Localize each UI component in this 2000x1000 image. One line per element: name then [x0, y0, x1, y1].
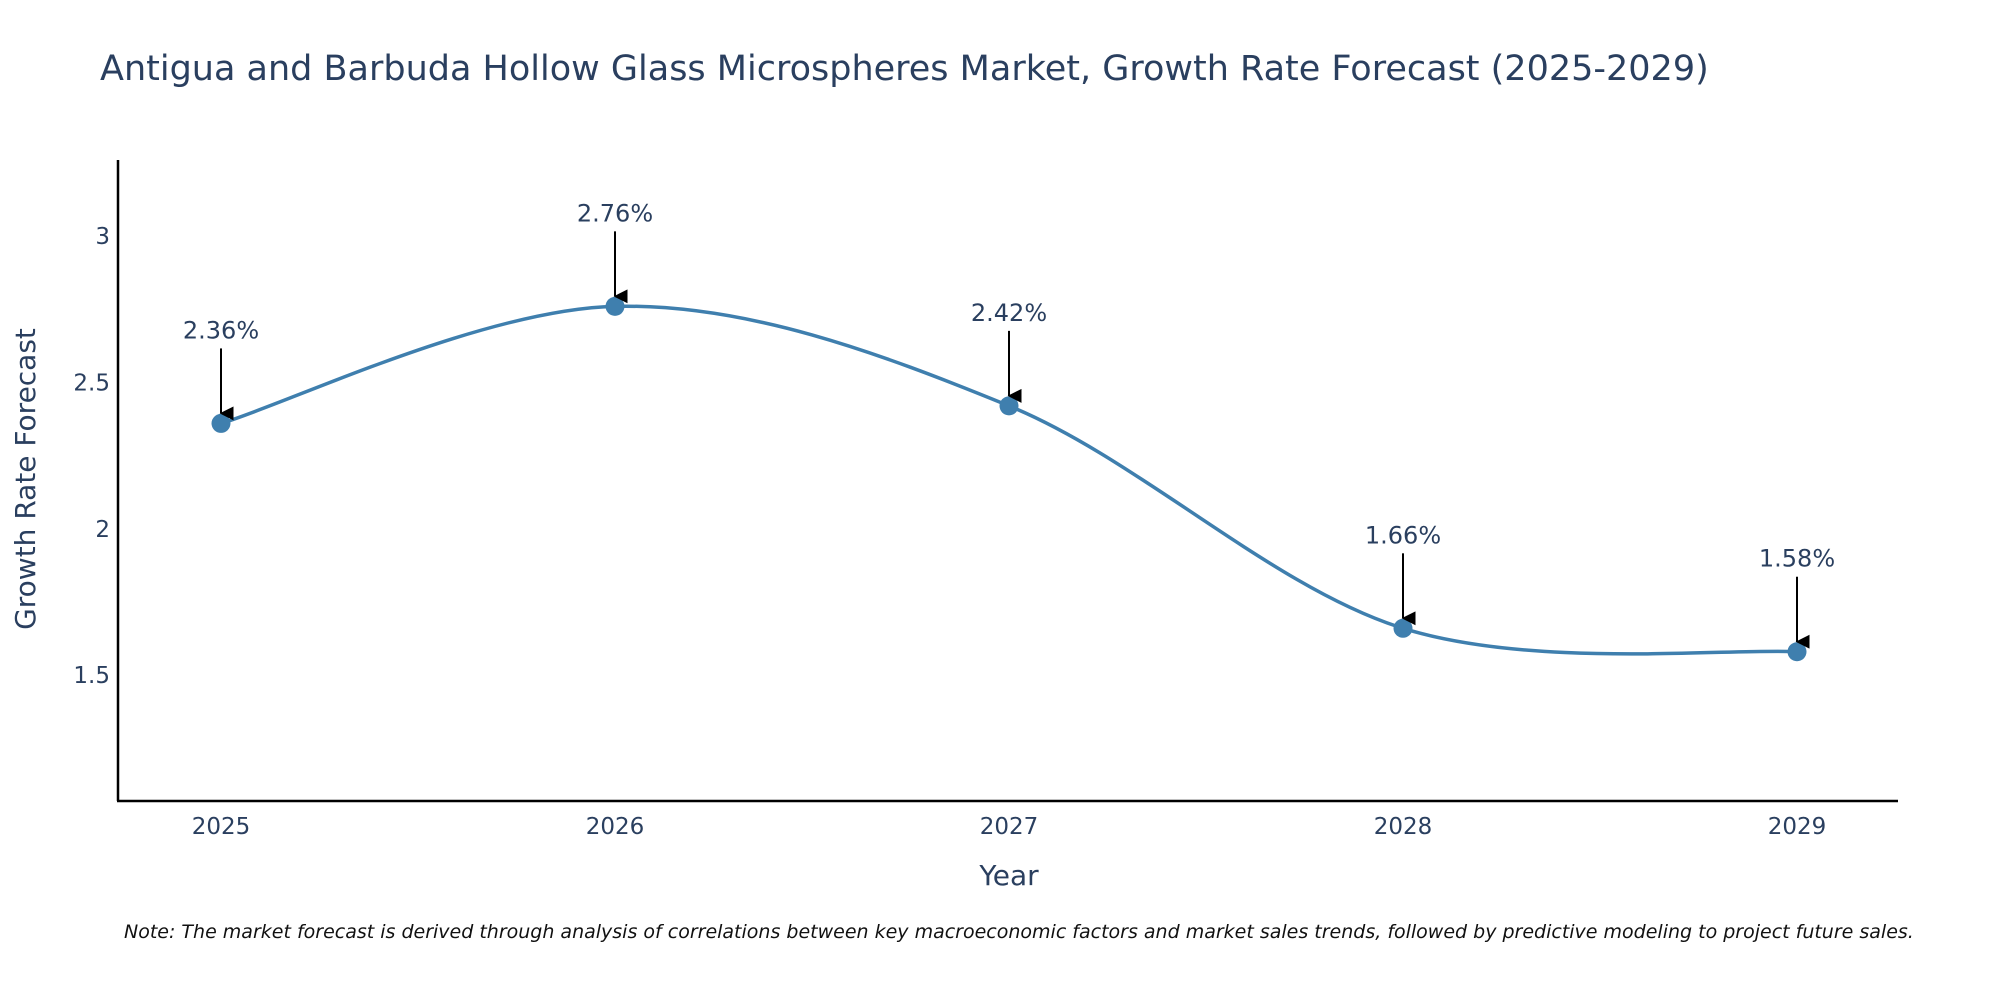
- data-label: 2.76%: [577, 199, 653, 227]
- y-tick-label: 3: [95, 224, 110, 250]
- footnote: Note: The market forecast is derived thr…: [124, 921, 1914, 943]
- x-tick-label: 2027: [980, 814, 1039, 840]
- data-point: [605, 296, 625, 316]
- chart-title: Antigua and Barbuda Hollow Glass Microsp…: [100, 49, 1709, 89]
- plot-area: 1.5 2 2.5 3 2025 2026 2027 2028 2029 2.36% 2.76%…: [73, 160, 1898, 840]
- data-label: 1.66%: [1365, 521, 1441, 549]
- y-axis-title: Growth Rate Forecast: [9, 328, 42, 630]
- data-label: 1.58%: [1759, 545, 1835, 573]
- x-axis-ticks: 2025 2026 2027 2028 2029: [192, 814, 1827, 840]
- data-point: [1393, 618, 1413, 638]
- data-annotations: 2.36% 2.76% 2.42% 1.66% 1.58%: [183, 199, 1835, 649]
- x-tick-label: 2026: [586, 814, 645, 840]
- y-axis-ticks: 1.5 2 2.5 3: [73, 224, 110, 689]
- x-tick-label: 2025: [192, 814, 251, 840]
- data-label: 2.36%: [183, 316, 259, 344]
- data-point: [1787, 642, 1807, 662]
- y-tick-label: 2.5: [73, 370, 110, 396]
- data-point: [999, 396, 1019, 416]
- x-axis-title: Year: [978, 859, 1039, 892]
- data-point: [211, 413, 231, 433]
- y-tick-label: 1.5: [73, 663, 110, 689]
- x-tick-label: 2028: [1374, 814, 1433, 840]
- y-tick-label: 2: [95, 517, 110, 543]
- x-tick-label: 2029: [1768, 814, 1827, 840]
- data-label: 2.42%: [971, 299, 1047, 327]
